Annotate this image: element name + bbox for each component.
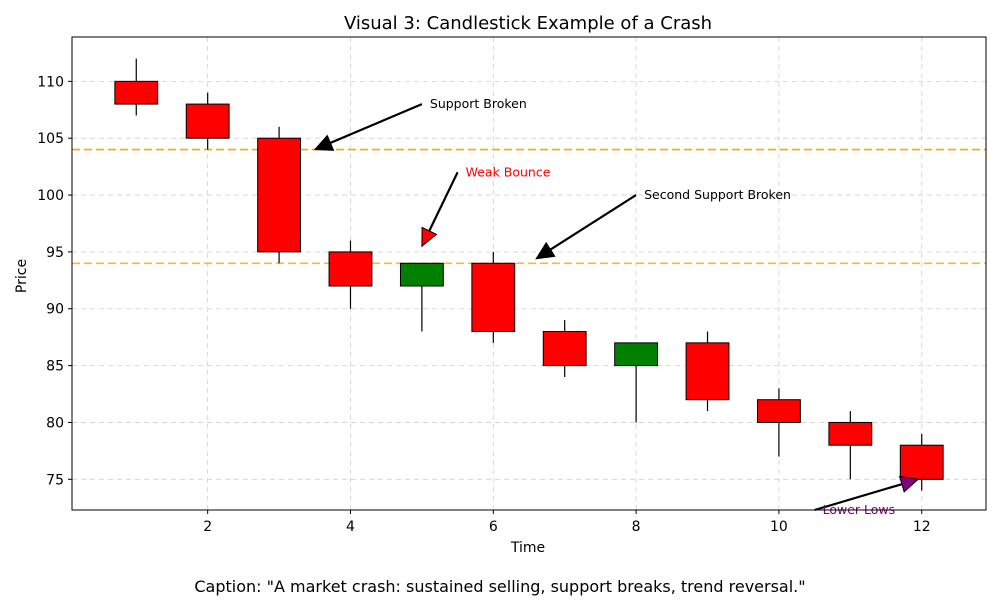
annotation-arrow-shaft [329,103,423,144]
x-axis-ticks: 2 4 6 8 10 12 [203,510,931,535]
y-tick-label: 80 [46,415,64,431]
y-tick-label: 75 [46,472,64,488]
y-tick-label: 105 [37,131,64,147]
candle-body [328,251,373,287]
candle-body [471,262,516,332]
candle-body [185,103,230,139]
y-tick-label: 95 [46,245,64,261]
chart-title: Visual 3: Candlestick Example of a Crash [344,13,712,34]
annotation-arrow-shaft [549,194,637,251]
candle-body [257,137,301,253]
annotation-label: Support Broken [430,96,527,111]
annotation-arrowhead [535,241,556,260]
annotation-arrowhead [313,134,335,151]
y-axis-ticks: 75 80 85 90 95 100 105 110 [37,74,72,488]
candle-body [542,330,587,367]
candle-body [828,421,873,446]
y-tick-label: 85 [46,359,64,375]
plot-frame [71,36,987,511]
x-tick-label: 8 [632,519,641,535]
annotations: Support Broken Weak Bounce Second Support … [313,96,920,517]
candle-body [757,399,801,423]
y-axis-label: Price [14,259,30,293]
candle-body [685,342,730,401]
x-tick-label: 4 [346,519,355,535]
y-tick-label: 110 [37,74,64,90]
candlestick-chart: Visual 3: Candlestick Example of a Crash… [14,13,987,556]
annotation-label: Second Support Broken [644,187,791,202]
x-tick-label: 2 [203,519,212,535]
support-lines [72,148,986,265]
caption: Caption: "A market crash: sustained sell… [194,577,806,596]
x-tick-label: 6 [489,519,498,535]
candles [114,58,944,491]
candle-body [899,444,944,480]
annotation-arrowhead [898,475,920,493]
y-tick-label: 90 [46,302,64,318]
annotation-arrowhead [421,226,438,248]
annotation-label: Weak Bounce [466,164,551,179]
x-tick-label: 12 [913,519,931,535]
candle-body [399,262,444,287]
x-tick-label: 10 [770,519,788,535]
annotation-arrow-shaft [814,483,903,512]
x-axis-label: Time [510,540,545,556]
candle-body [614,342,659,367]
candle-body [114,80,159,105]
annotation-arrow-shaft [428,171,459,232]
y-tick-label: 100 [37,188,64,204]
